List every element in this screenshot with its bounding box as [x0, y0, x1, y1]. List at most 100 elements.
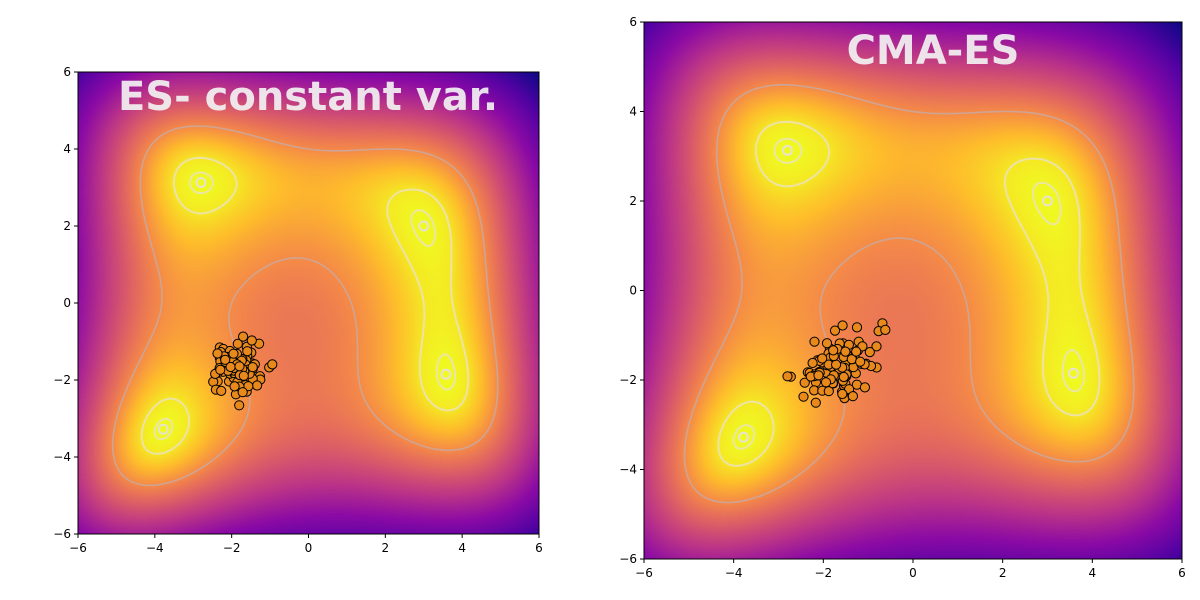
contour-line: [683, 84, 1135, 504]
population-point: [234, 400, 245, 411]
population-point: [212, 348, 223, 359]
population-point: [821, 338, 833, 349]
minimum-marker: [440, 368, 452, 380]
y-tick-label: 0: [63, 296, 71, 310]
y-tick-label: 6: [63, 65, 71, 79]
population-point: [831, 359, 842, 370]
population-point: [838, 371, 849, 383]
contour-line: [140, 156, 470, 455]
contours-cma: [683, 84, 1135, 504]
population-point: [799, 377, 810, 388]
heatmap-cma: [644, 22, 1182, 559]
y-tick-label: 4: [629, 105, 637, 119]
x-tick-label: 4: [458, 541, 466, 555]
population-point: [220, 354, 231, 365]
x-axis-cma: −6 −4 −2 0 2 4 6: [635, 559, 1186, 580]
population-point: [864, 347, 875, 358]
y-tick-label: 2: [629, 194, 637, 208]
population-point: [851, 346, 862, 357]
population-point: [242, 346, 253, 357]
population-point: [216, 385, 227, 396]
population-point: [880, 324, 891, 335]
y-tick-label: −4: [619, 463, 637, 477]
x-tick-label: 2: [999, 566, 1007, 580]
y-tick-label: 0: [629, 284, 637, 298]
x-tick-label: 6: [1178, 566, 1186, 580]
minimum-marker: [195, 176, 207, 188]
population-point: [215, 364, 226, 375]
y-tick-label: 2: [63, 219, 71, 233]
population-point: [238, 331, 249, 342]
population-point: [267, 359, 278, 370]
population-point: [234, 361, 245, 372]
population-point: [252, 380, 263, 391]
population-point: [837, 388, 848, 400]
population-point: [810, 397, 821, 408]
minimum-marker: [1042, 195, 1053, 207]
population-point: [840, 346, 851, 357]
contour-line: [111, 125, 499, 487]
population-point: [807, 357, 818, 369]
population-point: [828, 345, 839, 356]
contour-line: [717, 120, 1101, 467]
minimum-marker: [738, 431, 750, 443]
x-tick-label: 4: [1089, 566, 1097, 580]
minimum-marker: [157, 423, 169, 435]
population-point: [859, 382, 871, 393]
population-point: [837, 320, 848, 331]
population-point: [798, 391, 809, 402]
population-point: [817, 353, 828, 364]
population-point: [823, 386, 834, 397]
x-axis-es: −6 −4 −2 0 2 4 6: [69, 534, 543, 555]
population-cma: [782, 318, 891, 408]
contour-line: [732, 137, 1085, 450]
population-point: [820, 377, 832, 388]
contours-es: [111, 125, 499, 487]
population-point: [246, 335, 257, 346]
population-point: [809, 336, 820, 347]
population-point: [225, 361, 236, 373]
y-tick-label: −2: [53, 373, 71, 387]
x-tick-label: 2: [382, 541, 390, 555]
x-tick-label: −6: [635, 566, 653, 580]
population-point: [813, 370, 824, 381]
y-tick-label: −2: [619, 373, 637, 387]
x-tick-label: −4: [725, 566, 743, 580]
population-point: [855, 356, 866, 367]
x-tick-label: −2: [814, 566, 832, 580]
panel-title-es: ES- constant var.: [118, 74, 498, 120]
x-tick-label: −6: [69, 541, 87, 555]
x-tick-label: 6: [535, 541, 543, 555]
y-axis-es: −6 −4 −2 0 2 4 6: [53, 65, 78, 541]
population-point: [829, 325, 841, 336]
population-point: [847, 391, 859, 402]
panel-es-constant-var: −6 −4 −2 0 2 4 6 −6 −4 −2 0 2 4 6 ES- constant var.: [53, 65, 543, 555]
y-axis-cma: −6 −4 −2 0 2 4 6: [619, 15, 644, 566]
population-point: [237, 387, 248, 398]
minimum-marker: [1068, 367, 1080, 379]
x-tick-label: 0: [305, 541, 313, 555]
x-tick-label: 0: [909, 566, 917, 580]
x-tick-label: −4: [146, 541, 164, 555]
panel-title-cma: CMA-ES: [847, 28, 1020, 74]
population-point: [247, 362, 258, 373]
y-tick-label: 4: [63, 142, 71, 156]
population-point: [238, 370, 249, 381]
population-point: [229, 381, 240, 392]
y-tick-label: −6: [53, 527, 71, 541]
y-tick-label: 6: [629, 15, 637, 29]
population-es: [208, 331, 278, 411]
panel-cma-es: −6 −4 −2 0 2 4 6 −6 −4 −2 0 2 4 6 CMA-ES: [619, 15, 1186, 580]
population-point: [232, 338, 243, 349]
minimum-marker: [418, 220, 430, 232]
minimum-marker: [781, 144, 793, 156]
population-point: [782, 371, 793, 382]
y-tick-label: −6: [619, 552, 637, 566]
population-point: [228, 348, 239, 359]
population-point: [851, 322, 863, 333]
x-tick-label: −2: [223, 541, 241, 555]
y-tick-label: −4: [53, 450, 71, 464]
heatmap-es: [78, 72, 539, 534]
population-point: [871, 341, 882, 352]
contour-line: [153, 171, 457, 441]
